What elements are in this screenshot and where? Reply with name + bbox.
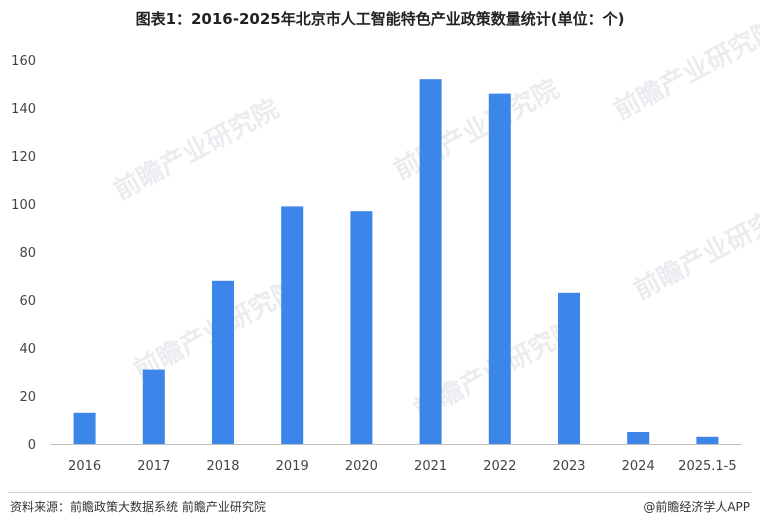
footer-divider bbox=[8, 492, 752, 493]
y-tick-label: 100 bbox=[11, 198, 36, 213]
x-tick-label: 2021 bbox=[414, 459, 447, 474]
bar bbox=[419, 79, 442, 444]
bar bbox=[350, 211, 373, 444]
x-axis: 2016 2017 2018 2019 2020 2021 2022 2023 2024 2025… bbox=[50, 444, 742, 474]
watermark-text: 前瞻产业研究院 bbox=[609, 13, 760, 126]
bar bbox=[488, 93, 511, 444]
source-note: 资料来源：前瞻政策大数据系统 前瞻产业研究院 bbox=[10, 500, 266, 514]
bar bbox=[212, 280, 234, 444]
x-tick-label: 2017 bbox=[137, 459, 170, 474]
bars bbox=[73, 79, 719, 444]
bar bbox=[281, 206, 304, 444]
y-tick-label: 60 bbox=[19, 294, 36, 309]
brand-label: @前瞻经济学人APP bbox=[643, 500, 750, 514]
bar bbox=[73, 412, 96, 444]
x-tick-label: 2025.1-5 bbox=[678, 459, 736, 474]
y-tick-label: 120 bbox=[11, 150, 36, 165]
x-tick-label: 2019 bbox=[276, 459, 309, 474]
y-tick-label: 140 bbox=[11, 102, 36, 117]
bar bbox=[696, 436, 719, 444]
x-tick-label: 2024 bbox=[622, 459, 655, 474]
bar bbox=[627, 432, 650, 444]
y-tick-label: 0 bbox=[28, 438, 36, 453]
y-tick-label: 160 bbox=[11, 54, 36, 69]
y-tick-label: 80 bbox=[19, 246, 36, 261]
bar bbox=[558, 292, 580, 444]
bar bbox=[142, 369, 165, 444]
y-tick-label: 20 bbox=[19, 390, 36, 405]
x-tick-label: 2020 bbox=[345, 459, 378, 474]
x-tick-label: 2018 bbox=[206, 459, 239, 474]
y-tick-label: 40 bbox=[19, 342, 36, 357]
x-tick-label: 2023 bbox=[552, 459, 585, 474]
x-tick-label: 2022 bbox=[483, 459, 516, 474]
x-tick-label: 2016 bbox=[68, 459, 101, 474]
watermark-text: 前瞻产业研究院 bbox=[389, 73, 564, 186]
watermark-text: 前瞻产业研究院 bbox=[629, 193, 760, 306]
y-axis: 0 20 40 60 80 100 120 140 160 bbox=[11, 54, 36, 453]
footer: 资料来源：前瞻政策大数据系统 前瞻产业研究院 @前瞻经济学人APP bbox=[0, 492, 760, 524]
chart-title: 图表1：2016-2025年北京市人工智能特色产业政策数量统计(单位：个) bbox=[135, 10, 625, 28]
watermark-text: 前瞻产业研究院 bbox=[109, 93, 284, 206]
bar-chart: 前瞻产业研究院前瞻产业研究院前瞻产业研究院前瞻产业研究院前瞻产业研究院前瞻产业研… bbox=[11, 13, 760, 474]
